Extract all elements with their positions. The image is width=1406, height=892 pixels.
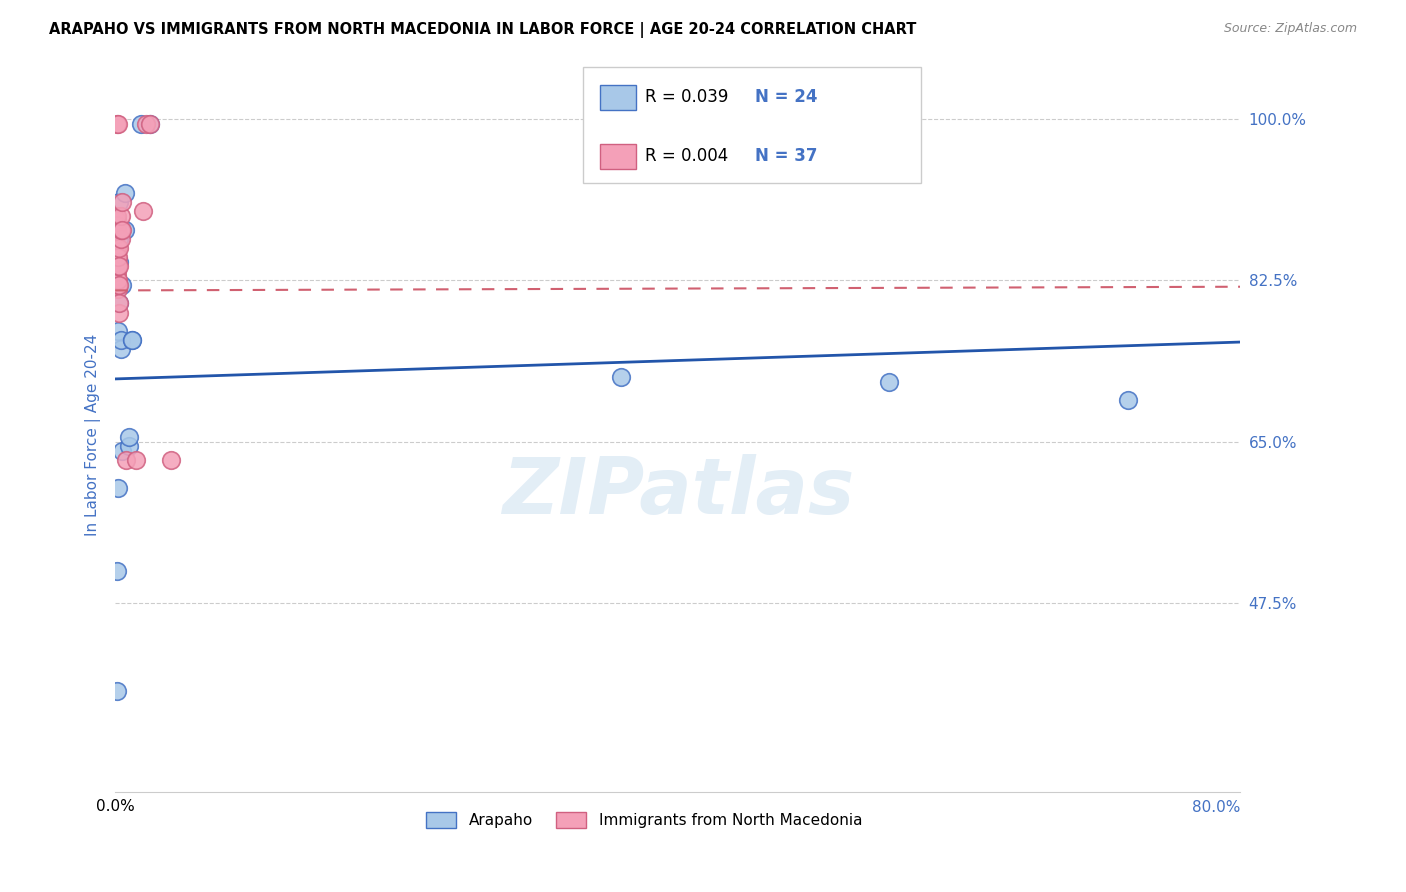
Point — [105, 277, 128, 292]
Point — [877, 375, 900, 389]
Point — [108, 305, 131, 319]
Point — [108, 260, 131, 274]
Point — [129, 116, 152, 130]
Point — [105, 273, 128, 287]
Point — [108, 296, 131, 310]
Point — [111, 443, 134, 458]
Point — [108, 241, 131, 255]
Text: ZIPatlas: ZIPatlas — [502, 454, 853, 530]
Point — [105, 209, 128, 223]
Point — [108, 277, 131, 292]
Text: R = 0.039: R = 0.039 — [645, 88, 728, 106]
Point — [107, 277, 129, 292]
Text: R = 0.004: R = 0.004 — [645, 147, 728, 165]
Point — [1116, 393, 1139, 408]
Point — [105, 227, 128, 242]
Point — [105, 222, 128, 236]
Point — [107, 481, 129, 495]
Point — [108, 232, 131, 246]
Point — [105, 250, 128, 264]
Point — [110, 333, 132, 347]
Point — [105, 255, 128, 269]
Point — [105, 116, 128, 130]
Point — [610, 370, 633, 384]
Point — [105, 241, 128, 255]
Point — [107, 273, 129, 287]
Point — [105, 683, 128, 698]
Point — [114, 186, 136, 200]
Y-axis label: In Labor Force | Age 20-24: In Labor Force | Age 20-24 — [86, 334, 101, 536]
Point — [107, 283, 129, 297]
Point — [108, 277, 131, 292]
Point — [111, 222, 134, 236]
Legend: Arapaho, Immigrants from North Macedonia: Arapaho, Immigrants from North Macedonia — [420, 806, 869, 834]
Point — [107, 324, 129, 338]
Point — [110, 343, 132, 357]
Point — [132, 204, 155, 219]
Point — [118, 439, 141, 453]
Point — [108, 194, 131, 209]
Point — [160, 453, 183, 467]
Point — [121, 333, 143, 347]
Point — [139, 116, 162, 130]
Point — [114, 222, 136, 236]
Point — [105, 213, 128, 227]
Point — [135, 116, 157, 130]
Point — [139, 116, 162, 130]
Point — [125, 453, 148, 467]
Point — [107, 260, 129, 274]
Point — [107, 116, 129, 130]
Point — [105, 268, 128, 283]
Point — [110, 209, 132, 223]
Text: Source: ZipAtlas.com: Source: ZipAtlas.com — [1223, 22, 1357, 36]
Text: N = 37: N = 37 — [755, 147, 817, 165]
Point — [108, 255, 131, 269]
Text: ARAPAHO VS IMMIGRANTS FROM NORTH MACEDONIA IN LABOR FORCE | AGE 20-24 CORRELATIO: ARAPAHO VS IMMIGRANTS FROM NORTH MACEDON… — [49, 22, 917, 38]
Point — [110, 232, 132, 246]
Point — [105, 264, 128, 278]
Point — [105, 564, 128, 578]
Text: N = 24: N = 24 — [755, 88, 817, 106]
Point — [105, 245, 128, 260]
Point — [111, 194, 134, 209]
Point — [115, 453, 138, 467]
Point — [108, 296, 131, 310]
Point — [105, 218, 128, 232]
Point — [121, 333, 143, 347]
Point — [110, 222, 132, 236]
Point — [107, 250, 129, 264]
Point — [105, 260, 128, 274]
Point — [118, 430, 141, 444]
Point — [111, 277, 134, 292]
Text: 80.0%: 80.0% — [1192, 800, 1240, 815]
